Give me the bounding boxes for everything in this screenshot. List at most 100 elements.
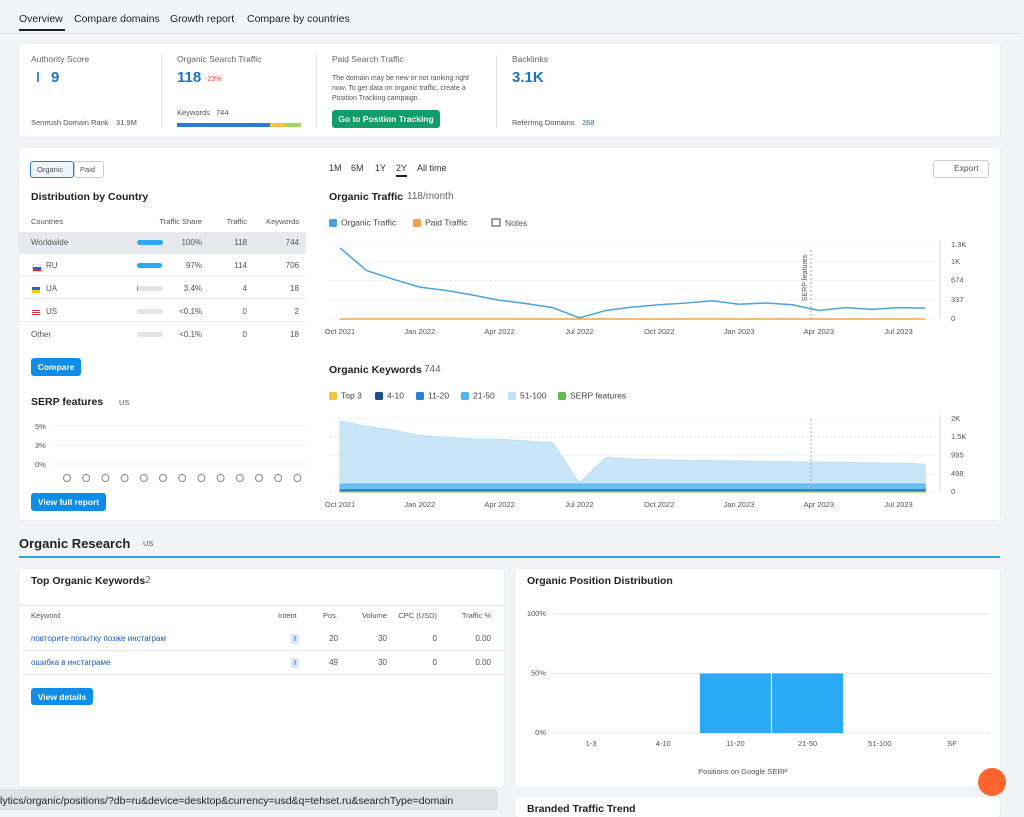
cell: 0 bbox=[433, 659, 437, 667]
cell: 114 bbox=[234, 262, 247, 270]
column-header: Traffic Share bbox=[159, 218, 202, 226]
period[interactable]: 2Y bbox=[396, 164, 407, 177]
label: Paid Search Traffic bbox=[332, 55, 404, 64]
column-header: Pos. bbox=[323, 612, 338, 620]
label: Referring Domains bbox=[512, 119, 575, 127]
tab[interactable]: Compare domains bbox=[74, 14, 160, 25]
row-line bbox=[19, 650, 504, 651]
period[interactable]: 1M bbox=[329, 164, 342, 173]
value[interactable]: 118 bbox=[177, 70, 201, 85]
label: Backlinks bbox=[512, 55, 548, 64]
value: 31.9M bbox=[116, 119, 137, 127]
share-track bbox=[137, 309, 163, 314]
cell: 18 bbox=[290, 285, 299, 293]
cell: 30 bbox=[378, 659, 387, 667]
period[interactable]: All time bbox=[417, 164, 447, 173]
intent-badge: I bbox=[291, 634, 299, 644]
row-line bbox=[19, 298, 306, 299]
cell: <0.1% bbox=[179, 308, 202, 316]
label: Authority Score bbox=[31, 55, 89, 64]
db: US bbox=[119, 399, 129, 407]
tab[interactable]: Compare by countries bbox=[247, 14, 350, 25]
row-line bbox=[19, 674, 504, 675]
divider bbox=[19, 556, 1000, 558]
column-header: Traffic % bbox=[462, 612, 491, 620]
status-url: lytics/organic/positions/?db=ru&device=d… bbox=[0, 796, 453, 807]
value[interactable]: 3.1K bbox=[512, 70, 544, 85]
overview-card bbox=[19, 148, 1000, 520]
value[interactable]: 744 bbox=[216, 109, 229, 117]
label: Organic Search Traffic bbox=[177, 55, 261, 64]
chart-title: Organic Keywords bbox=[329, 365, 422, 376]
chart-title: Organic Traffic bbox=[329, 192, 403, 203]
summary-card bbox=[19, 44, 1000, 137]
cell[interactable]: Other bbox=[31, 331, 51, 339]
cell: 2 bbox=[295, 308, 299, 316]
chart-subtitle: 118/month bbox=[407, 192, 454, 202]
cell[interactable]: RU bbox=[46, 262, 58, 270]
change: -23% bbox=[205, 76, 221, 83]
divider bbox=[496, 54, 497, 128]
notes[interactable]: Notes bbox=[505, 219, 527, 228]
value[interactable]: 9 bbox=[51, 70, 59, 85]
cell: 3.4% bbox=[184, 285, 202, 293]
chart-subtitle: 744 bbox=[424, 365, 441, 375]
cell: 49 bbox=[329, 659, 338, 667]
cell: 0.00 bbox=[475, 635, 491, 643]
button[interactable]: Go to Position Tracking bbox=[332, 110, 440, 128]
flag bbox=[32, 287, 40, 293]
button[interactable]: View full report bbox=[31, 493, 106, 511]
button[interactable]: View details bbox=[31, 688, 93, 705]
count: 2 bbox=[145, 576, 151, 586]
cell: 118 bbox=[234, 239, 247, 247]
column-header: Keywords bbox=[266, 218, 299, 226]
card-title: Top Organic Keywords bbox=[31, 576, 145, 587]
label: Keywords bbox=[177, 109, 210, 117]
value[interactable]: 268 bbox=[582, 119, 595, 127]
cell: 100% bbox=[182, 239, 202, 247]
cell: <0.1% bbox=[179, 331, 202, 339]
flag bbox=[32, 310, 40, 316]
intent-badge: I bbox=[291, 658, 299, 668]
cell: 18 bbox=[290, 331, 299, 339]
section-title: SERP features bbox=[31, 397, 103, 408]
export-label[interactable]: Export bbox=[954, 164, 979, 173]
section-title: Distribution by Country bbox=[31, 192, 148, 203]
cell: 97% bbox=[186, 262, 202, 270]
cell: 0 bbox=[243, 308, 247, 316]
cell: 20 bbox=[329, 635, 338, 643]
tab[interactable]: Growth report bbox=[170, 14, 234, 25]
tab-underline bbox=[19, 29, 65, 31]
button[interactable]: Compare bbox=[31, 358, 81, 376]
y-tick-label: 0% bbox=[35, 461, 46, 469]
cell: 30 bbox=[378, 635, 387, 643]
toggle-label[interactable]: Organic bbox=[37, 166, 63, 174]
divider bbox=[19, 605, 504, 606]
y-tick-label: 5% bbox=[35, 423, 46, 431]
period[interactable]: 6M bbox=[351, 164, 364, 173]
cell[interactable]: UA bbox=[46, 285, 57, 293]
share-bar bbox=[137, 286, 138, 291]
share-bar bbox=[137, 263, 162, 268]
row-line bbox=[19, 252, 306, 253]
column-header: Traffic bbox=[227, 218, 247, 226]
cell[interactable]: ошибка в инстаграме bbox=[31, 659, 110, 667]
period[interactable]: 1Y bbox=[375, 164, 386, 173]
cell[interactable]: повторите попытку позже инстаграм bbox=[31, 635, 166, 643]
cell[interactable]: Worldwide bbox=[31, 239, 68, 247]
row-line bbox=[19, 321, 306, 322]
toggle-label[interactable]: Paid bbox=[80, 166, 95, 174]
y-tick-label: 3% bbox=[35, 442, 46, 450]
tab[interactable]: Overview bbox=[19, 14, 63, 25]
chat-button[interactable] bbox=[978, 768, 1006, 796]
column-header: Countries bbox=[31, 218, 63, 226]
column-header: Keyword bbox=[31, 612, 60, 620]
cell: 0.00 bbox=[475, 659, 491, 667]
share-bar bbox=[137, 240, 163, 245]
section-title: Organic Research bbox=[19, 537, 130, 550]
divider bbox=[161, 54, 162, 128]
flag bbox=[32, 264, 42, 272]
share-track bbox=[137, 332, 163, 337]
cell[interactable]: US bbox=[46, 308, 57, 316]
